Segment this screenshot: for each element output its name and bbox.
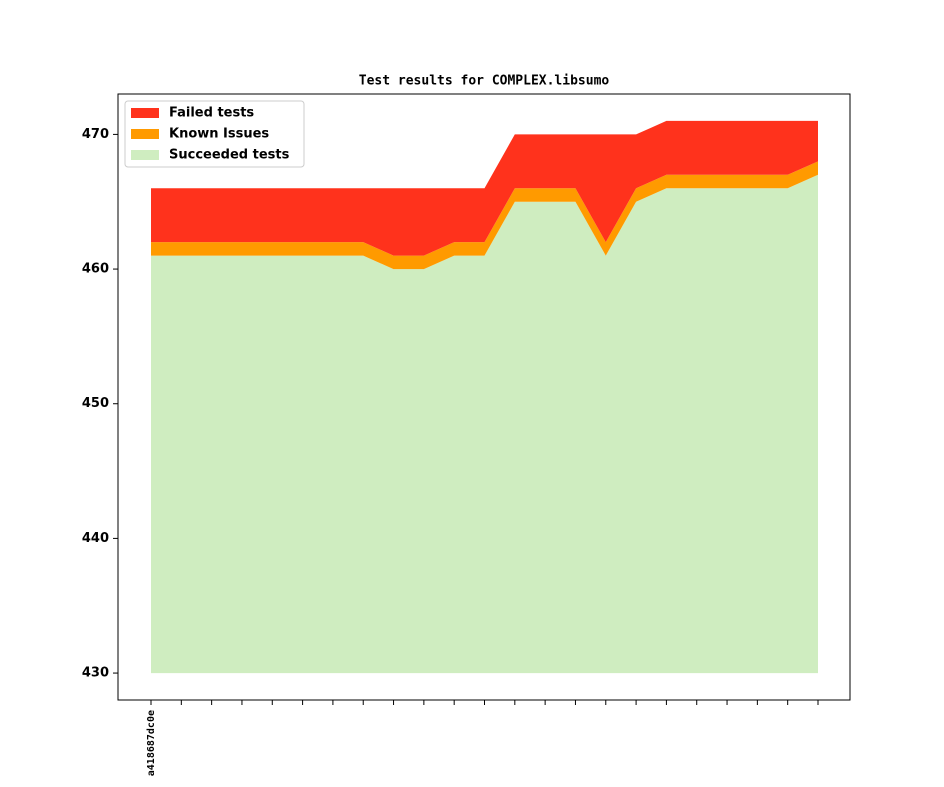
legend-label: Succeeded tests (169, 148, 290, 163)
legend: Failed tests Known Issues Succeeded tests (124, 100, 305, 168)
legend-label: Failed tests (169, 106, 254, 121)
y-tick-label: 440 (82, 531, 109, 546)
legend-swatch (131, 150, 159, 160)
y-tick-label: 450 (82, 396, 109, 411)
y-tick-label: 460 (82, 262, 109, 277)
legend-swatch (131, 129, 159, 139)
y-tick-label: 470 (82, 127, 109, 142)
x-tick-label: a418687dc0e (146, 710, 157, 776)
legend-label: Known Issues (169, 127, 269, 142)
y-tick-label: 430 (82, 666, 109, 681)
area (151, 120, 818, 256)
legend-frame (124, 100, 305, 168)
chart-title: Test results for COMPLEX.libsumo (359, 74, 610, 89)
area (151, 161, 818, 270)
area (151, 174, 818, 674)
legend-swatch (131, 108, 159, 118)
